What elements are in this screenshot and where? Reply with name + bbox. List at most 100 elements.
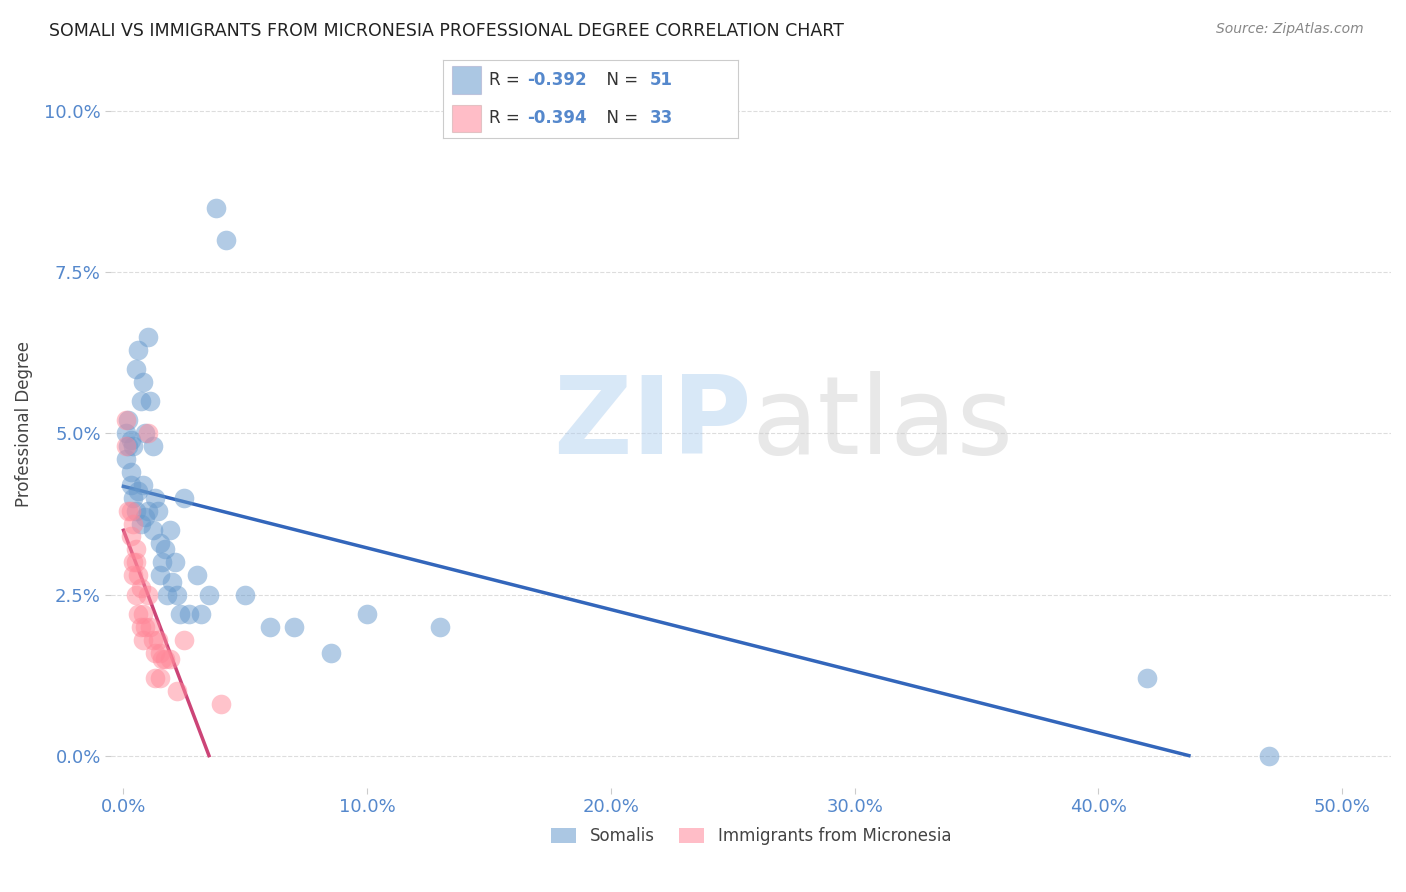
Point (149, 568, 172, 582)
Point (152, 652, 174, 666)
Point (179, 607, 201, 621)
Point (1258, 748, 1281, 763)
Point (153, 652, 176, 666)
Point (129, 394, 152, 409)
Point (143, 671, 166, 685)
Point (136, 504, 159, 518)
Point (139, 620, 162, 634)
Point (120, 433, 142, 447)
Point (319, 646, 342, 660)
Text: R =: R = (489, 71, 524, 89)
Point (166, 684, 188, 698)
Point (169, 607, 191, 621)
Text: N =: N = (596, 109, 644, 127)
Point (134, 510, 156, 524)
Text: -0.394: -0.394 (527, 109, 586, 127)
Text: 33: 33 (650, 109, 673, 127)
Point (132, 478, 155, 492)
Point (143, 491, 166, 505)
Point (129, 516, 152, 531)
Point (122, 555, 145, 569)
Point (1136, 671, 1159, 685)
Text: SOMALI VS IMMIGRANTS FROM MICRONESIA PROFESSIONAL DEGREE CORRELATION CHART: SOMALI VS IMMIGRANTS FROM MICRONESIA PRO… (49, 22, 844, 40)
Point (149, 536, 172, 550)
Point (233, 587, 256, 601)
Point (115, 426, 138, 441)
Point (146, 504, 169, 518)
Point (209, 697, 232, 711)
Point (142, 632, 165, 647)
Point (152, 555, 174, 569)
Point (186, 568, 208, 582)
Point (136, 587, 159, 601)
Point (197, 587, 219, 601)
Legend: Somalis, Immigrants from Micronesia: Somalis, Immigrants from Micronesia (551, 827, 952, 845)
Point (124, 542, 146, 557)
Point (283, 620, 305, 634)
Point (122, 491, 145, 505)
Point (132, 375, 155, 389)
Point (132, 632, 155, 647)
Point (173, 491, 195, 505)
Point (115, 439, 138, 453)
Text: atlas: atlas (751, 371, 1014, 476)
Point (129, 620, 152, 634)
Point (139, 394, 162, 409)
Point (146, 632, 169, 647)
Point (153, 542, 176, 557)
Point (117, 413, 139, 427)
Point (143, 646, 166, 660)
Point (129, 581, 152, 595)
Point (127, 343, 149, 357)
Point (120, 478, 142, 492)
Point (149, 671, 172, 685)
Point (117, 439, 139, 453)
Point (115, 452, 138, 467)
Point (124, 555, 146, 569)
FancyBboxPatch shape (451, 66, 481, 94)
Point (159, 523, 181, 537)
Text: -0.392: -0.392 (527, 71, 586, 89)
Point (142, 523, 165, 537)
Point (136, 329, 159, 343)
Point (122, 516, 145, 531)
Point (156, 587, 179, 601)
Point (127, 568, 149, 582)
Point (149, 646, 172, 660)
Text: R =: R = (489, 109, 524, 127)
Point (163, 555, 186, 569)
Point (134, 620, 156, 634)
Text: Source: ZipAtlas.com: Source: ZipAtlas.com (1216, 22, 1364, 37)
Point (127, 607, 149, 621)
Point (120, 465, 142, 479)
Point (120, 529, 142, 543)
Text: 51: 51 (650, 71, 672, 89)
Point (122, 439, 145, 453)
Text: N =: N = (596, 71, 644, 89)
Point (215, 233, 238, 247)
Point (259, 620, 281, 634)
Text: ZIP: ZIP (553, 371, 751, 476)
Point (356, 607, 378, 621)
FancyBboxPatch shape (451, 104, 481, 132)
Point (124, 587, 146, 601)
Point (134, 426, 156, 441)
Point (136, 426, 159, 441)
Point (127, 484, 149, 499)
Point (117, 504, 139, 518)
Point (120, 504, 142, 518)
Point (159, 652, 181, 666)
Point (115, 413, 138, 427)
Point (124, 504, 146, 518)
Y-axis label: Professional Degree: Professional Degree (15, 341, 32, 507)
Point (173, 632, 195, 647)
Point (124, 362, 146, 376)
Point (205, 201, 228, 215)
Point (142, 439, 165, 453)
Point (166, 587, 188, 601)
Point (429, 620, 451, 634)
Point (132, 607, 155, 621)
Point (160, 574, 183, 589)
Point (122, 568, 145, 582)
Point (190, 607, 212, 621)
